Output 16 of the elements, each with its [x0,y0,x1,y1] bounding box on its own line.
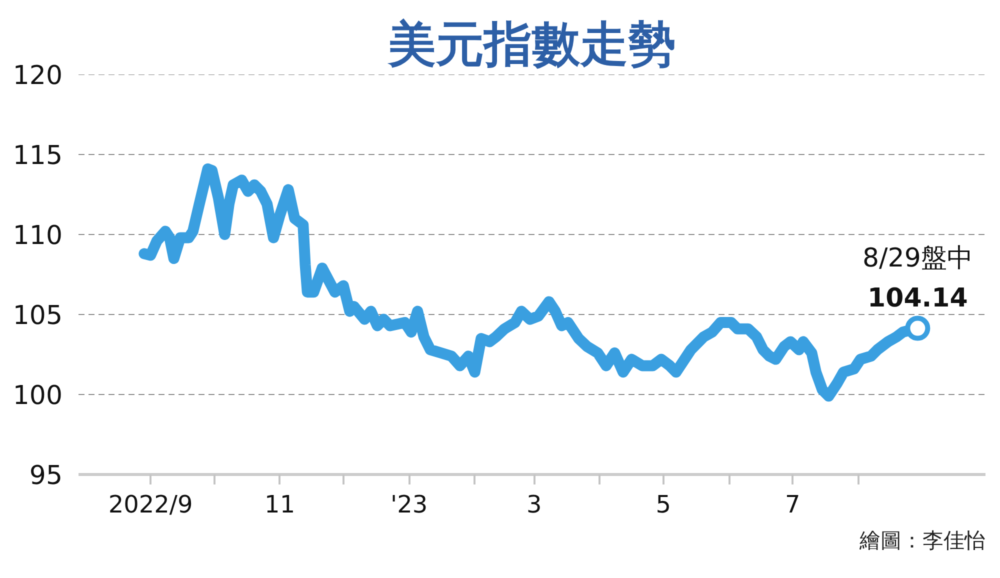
x-tick-label: 2022/9 [108,490,193,518]
y-tick-label: 100 [12,381,63,411]
chart-title: 美元指數走勢 [387,16,676,72]
y-tick-label: 110 [12,221,63,251]
y-tick-label: 115 [12,141,63,171]
y-tick-label: 95 [29,461,63,491]
y-tick-label: 105 [12,301,63,331]
x-tick-label: 5 [656,490,672,518]
x-tick-label: 7 [785,490,800,518]
y-tick-label: 120 [12,61,63,91]
text: 繪圖：李佳怡 [858,528,986,552]
x-tick-label: '23 [390,490,428,518]
x-tick-label: 3 [526,490,542,518]
x-tick-label: 11 [264,490,296,518]
annotation: 8/29盤中 [862,243,973,274]
annotation: 104.14 [868,283,968,314]
